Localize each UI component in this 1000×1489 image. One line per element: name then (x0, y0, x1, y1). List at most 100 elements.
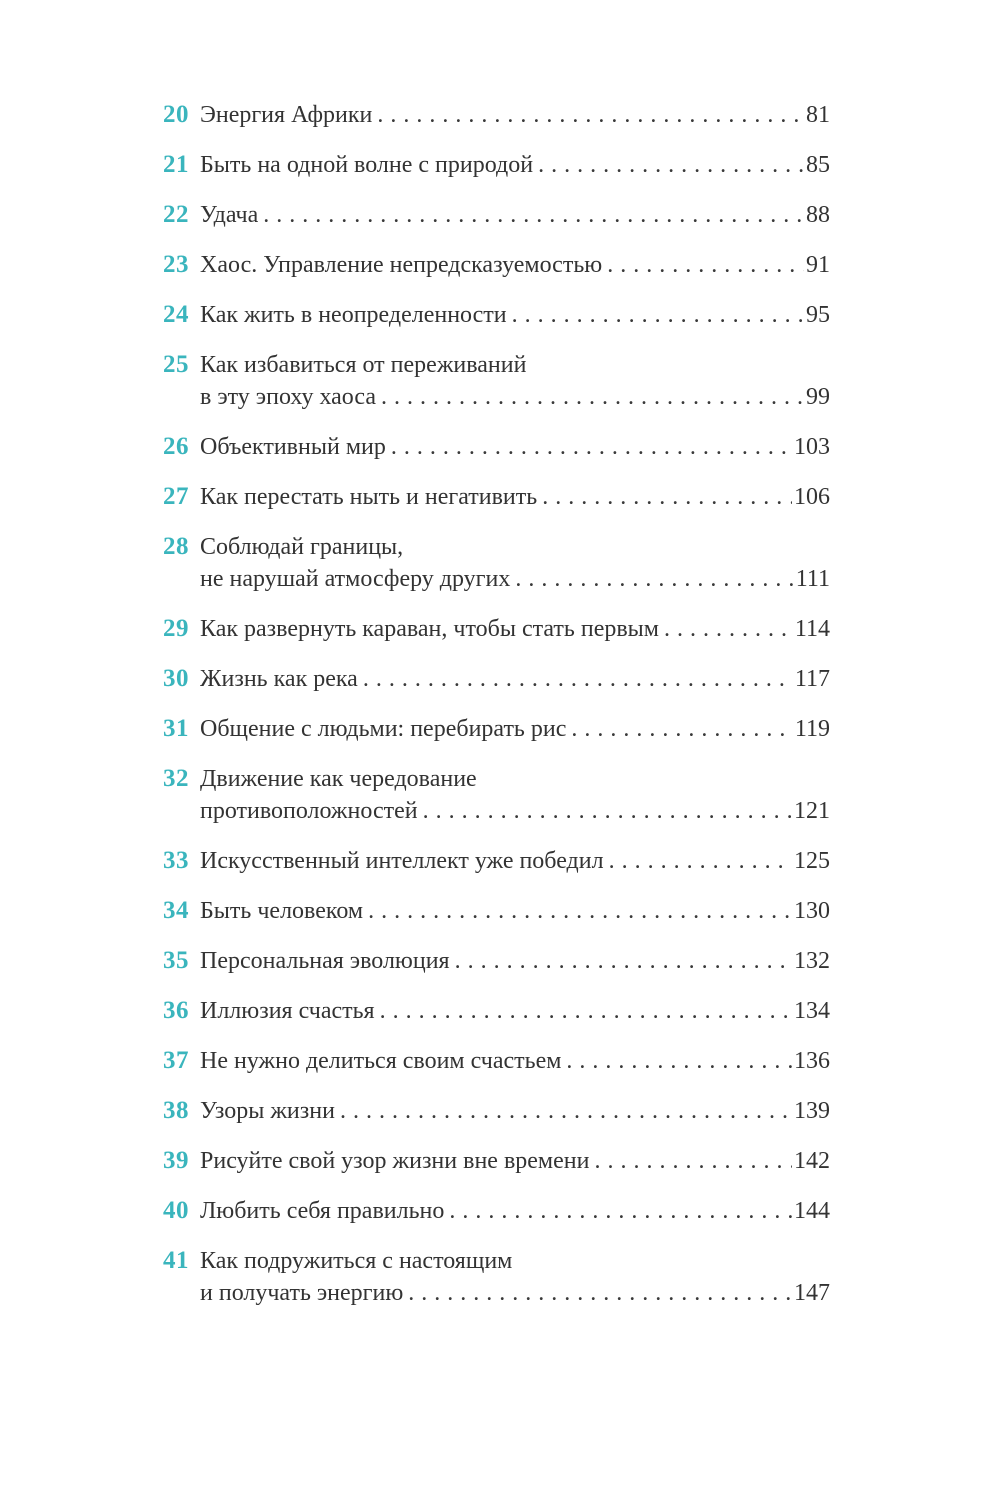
entry-title-line: Как избавиться от переживаний (200, 352, 527, 378)
toc-entry: 36 Иллюзия счастья......................… (163, 995, 830, 1027)
entry-title-line-with-page: Не нужно делиться своим счастьем........… (200, 1045, 830, 1077)
chapter-number: 28 (163, 533, 189, 560)
toc-entry: 29 Как развернуть караван, чтобы стать п… (163, 613, 830, 645)
dot-leader: ........................................… (538, 152, 804, 178)
entry-title: Объективный мир (200, 434, 386, 460)
entry-title-line-with-page: Любить себя правильно...................… (200, 1195, 830, 1227)
dot-leader: ........................................… (408, 1280, 792, 1306)
dot-leader: ........................................… (377, 102, 804, 128)
toc-entry: 32 Движение как чередование противоположн… (163, 763, 830, 827)
entry-page-number: 134 (794, 998, 830, 1024)
dot-leader: ........................................… (390, 434, 792, 460)
entry-body: Узоры жизни.............................… (200, 1095, 830, 1127)
entry-title: Персональная эволюция (200, 948, 450, 974)
toc-entry: 20 Энергия Африки.......................… (163, 99, 830, 131)
dot-leader: ........................................… (515, 566, 793, 592)
dot-leader: ........................................… (449, 1198, 792, 1224)
entry-title-line: Как подружиться с настоящим (200, 1248, 513, 1274)
entry-title: Хаос. Управление непредсказуемостью (200, 252, 603, 278)
entry-title-line-with-page: Как перестать ныть и негативить.........… (200, 481, 830, 513)
toc-entry: 41 Как подружиться с настоящим и получать… (163, 1245, 830, 1309)
chapter-number: 32 (163, 765, 189, 792)
entry-body: Хаос. Управление непредсказуемостью.....… (200, 249, 830, 281)
chapter-number: 39 (163, 1147, 189, 1174)
entry-body: Искусственный интеллект уже победил.....… (200, 845, 830, 877)
chapter-number: 33 (163, 847, 189, 874)
entry-title-line-with-page: в эту эпоху хаоса.......................… (200, 381, 830, 413)
entry-title: и получать энергию (200, 1280, 404, 1306)
entry-title: Узоры жизни (200, 1098, 335, 1124)
entry-body: Общение с людьми: перебирать рис........… (200, 713, 830, 745)
toc-entry: 27 Как перестать ныть и негативить......… (163, 481, 830, 513)
toc-entry: 31 Общение с людьми: перебирать рис.....… (163, 713, 830, 745)
entry-title: Искусственный интеллект уже победил (200, 848, 604, 874)
entry-title: противоположностей (200, 798, 418, 824)
entry-body: Рисуйте свой узор жизни вне времени.....… (200, 1145, 830, 1177)
entry-title-line-with-page: Иллюзия счастья.........................… (200, 995, 830, 1027)
entry-title-line-with-page: Удача...................................… (200, 199, 830, 231)
toc-entry: 26 Объективный мир......................… (163, 431, 830, 463)
entry-page-number: 117 (794, 666, 830, 692)
entry-title: Быть на одной волне с природой (200, 152, 534, 178)
toc-entry: 39 Рисуйте свой узор жизни вне времени..… (163, 1145, 830, 1177)
entry-page-number: 103 (794, 434, 830, 460)
dot-leader: ........................................… (566, 1048, 792, 1074)
entry-title-line-with-page: не нарушай атмосферу других.............… (200, 563, 830, 595)
entry-title-line-with-page: Жизнь как река..........................… (200, 663, 830, 695)
toc-entry: 38 Узоры жизни..........................… (163, 1095, 830, 1127)
entry-title: Быть человеком (200, 898, 364, 924)
chapter-number: 30 (163, 665, 189, 692)
entry-title: Жизнь как река (200, 666, 358, 692)
entry-page-number: 111 (795, 566, 830, 592)
chapter-number: 29 (163, 615, 189, 642)
dot-leader: ........................................… (362, 666, 793, 692)
dot-leader: ........................................… (339, 1098, 792, 1124)
entry-body: Как избавиться от переживаний в эту эпоху… (200, 349, 830, 413)
toc-entry: 24 Как жить в неопределенности..........… (163, 299, 830, 331)
chapter-number: 41 (163, 1247, 189, 1274)
entry-body: Энергия Африки..........................… (200, 99, 830, 131)
entry-title-line-with-page: противоположностей......................… (200, 795, 830, 827)
chapter-number: 27 (163, 483, 189, 510)
dot-leader: ........................................… (380, 384, 804, 410)
entry-title-line-with-page: Рисуйте свой узор жизни вне времени.....… (200, 1145, 830, 1177)
toc-entry: 40 Любить себя правильно................… (163, 1195, 830, 1227)
entry-title-line-with-page: Быть на одной волне с природой..........… (200, 149, 830, 181)
entry-title-line-with-page: Как жить в неопределенности.............… (200, 299, 830, 331)
dot-leader: ........................................… (263, 202, 804, 228)
chapter-number: 40 (163, 1197, 189, 1224)
entry-page-number: 147 (794, 1280, 830, 1306)
toc-entry: 34 Быть человеком.......................… (163, 895, 830, 927)
entry-title-line-with-page: Объективный мир.........................… (200, 431, 830, 463)
entry-title-line-with-page: Хаос. Управление непредсказуемостью.....… (200, 249, 830, 281)
chapter-number: 37 (163, 1047, 189, 1074)
entry-title: Иллюзия счастья (200, 998, 375, 1024)
entry-page-number: 125 (794, 848, 830, 874)
chapter-number: 26 (163, 433, 189, 460)
chapter-number: 31 (163, 715, 189, 742)
entry-title: Удача (200, 202, 259, 228)
entry-page-number: 106 (794, 484, 830, 510)
entry-page-number: 81 (806, 102, 830, 128)
chapter-number: 22 (163, 201, 189, 228)
entry-body: Как жить в неопределенности.............… (200, 299, 830, 331)
entry-title-line-with-page: Энергия Африки..........................… (200, 99, 830, 131)
entry-page-number: 99 (806, 384, 830, 410)
entry-body: Удача...................................… (200, 199, 830, 231)
entry-body: Быть на одной волне с природой..........… (200, 149, 830, 181)
toc-entry: 37 Не нужно делиться своим счастьем.....… (163, 1045, 830, 1077)
entry-body: Не нужно делиться своим счастьем........… (200, 1045, 830, 1077)
toc-entry: 21 Быть на одной волне с природой.......… (163, 149, 830, 181)
chapter-number: 38 (163, 1097, 189, 1124)
entry-title: Любить себя правильно (200, 1198, 445, 1224)
dot-leader: ........................................… (422, 798, 792, 824)
entry-page-number: 88 (806, 202, 830, 228)
dot-leader: ........................................… (664, 616, 793, 642)
chapter-number: 23 (163, 251, 189, 278)
chapter-number: 36 (163, 997, 189, 1024)
entry-page-number: 142 (794, 1148, 830, 1174)
chapter-number: 35 (163, 947, 189, 974)
dot-leader: ........................................… (511, 302, 804, 328)
entry-body: Жизнь как река..........................… (200, 663, 830, 695)
entry-title-line-with-page: Персональная эволюция...................… (200, 945, 830, 977)
